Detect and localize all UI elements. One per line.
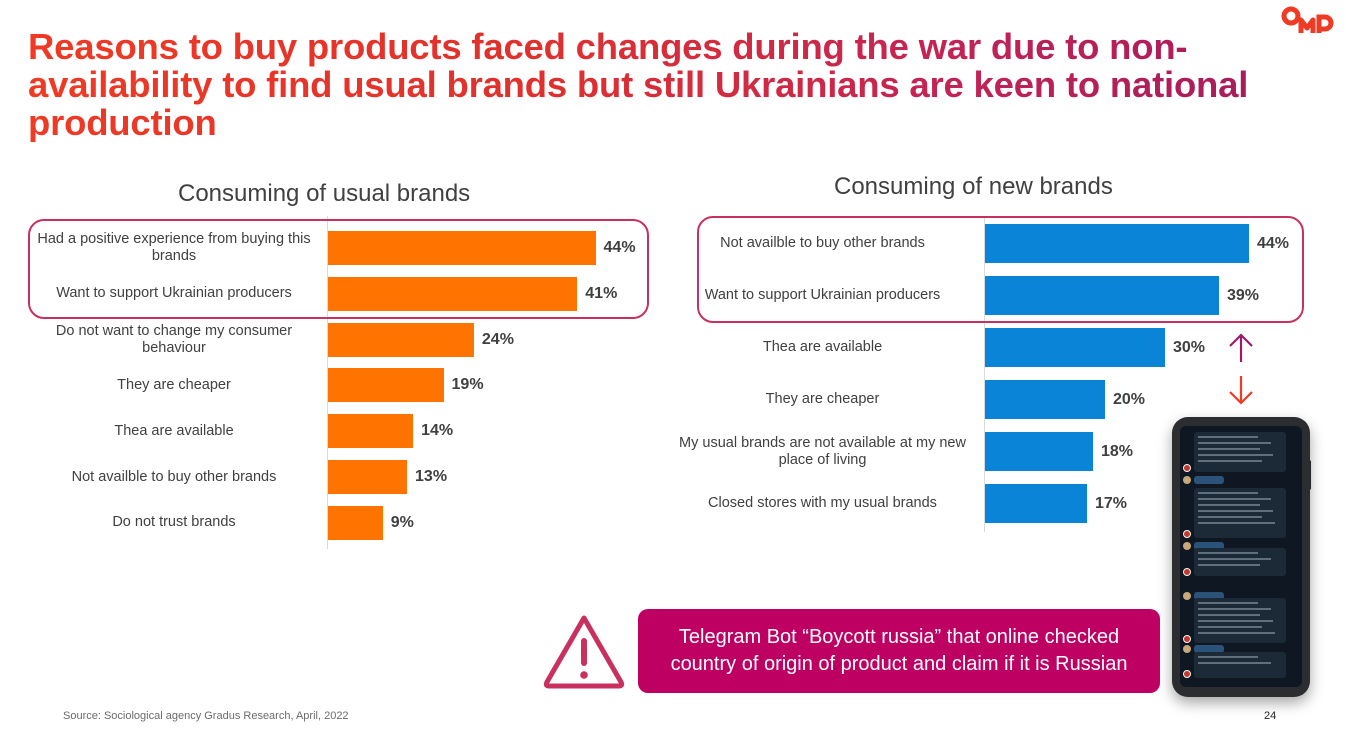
chat-text-line bbox=[1198, 516, 1262, 518]
value-label: 19% bbox=[451, 376, 484, 394]
value-label: 44% bbox=[1257, 234, 1290, 252]
chat-text-line bbox=[1198, 602, 1258, 604]
arrow-down-icon bbox=[1229, 376, 1253, 405]
chat-text-line bbox=[1198, 504, 1260, 506]
chat-avatar bbox=[1183, 464, 1191, 472]
bar bbox=[985, 276, 1219, 315]
bar bbox=[328, 231, 596, 265]
chat-text-line bbox=[1198, 492, 1258, 494]
category-label: My usual brands are not available at my … bbox=[679, 434, 966, 468]
chat-text-line bbox=[1198, 448, 1260, 450]
category-label: Had a positive experience from buying th… bbox=[37, 231, 311, 264]
value-label: 24% bbox=[481, 330, 514, 348]
value-label: 44% bbox=[603, 239, 636, 256]
chat-message bbox=[1194, 645, 1224, 653]
value-label: 9% bbox=[390, 513, 414, 531]
chat-text-line bbox=[1198, 436, 1258, 438]
bar bbox=[985, 380, 1105, 419]
chat-avatar bbox=[1183, 592, 1191, 600]
chat-text-line bbox=[1198, 498, 1271, 500]
chart-title-usual-brands: Consuming of usual brands bbox=[178, 180, 471, 207]
chat-avatar bbox=[1183, 530, 1191, 538]
chat-text-line bbox=[1198, 442, 1271, 444]
omd-logo bbox=[1281, 6, 1334, 33]
value-label: 14% bbox=[421, 422, 454, 440]
telegram-chat-screen bbox=[1180, 426, 1302, 687]
category-label: Not availble to buy other brands bbox=[720, 235, 925, 251]
bar bbox=[328, 368, 444, 403]
chat-text-line bbox=[1198, 564, 1260, 566]
chat-avatar bbox=[1183, 635, 1191, 643]
chat-text-line bbox=[1198, 662, 1271, 664]
highlight-box-usual-brands bbox=[28, 219, 649, 319]
category-label: Do not want to change my consumer behavi… bbox=[55, 322, 293, 356]
value-label: 39% bbox=[1227, 286, 1260, 304]
chat-text-line bbox=[1198, 552, 1258, 554]
usual-brands-bar-chart: Had a positive experience from buying th… bbox=[0, 216, 660, 549]
chart-title-new-brands: Consuming of new brands bbox=[834, 173, 1113, 200]
chat-text-line bbox=[1198, 558, 1271, 560]
chat-text-line bbox=[1198, 626, 1262, 628]
bar bbox=[328, 505, 383, 540]
category-label: Thea are available bbox=[114, 422, 234, 439]
chat-text-line bbox=[1198, 510, 1273, 512]
page-number: 24 bbox=[1264, 710, 1277, 722]
chat-text-line bbox=[1198, 620, 1273, 622]
chat-message bbox=[1194, 542, 1224, 550]
category-label: They are cheaper bbox=[765, 391, 880, 407]
chat-avatar bbox=[1183, 542, 1191, 550]
bar bbox=[985, 484, 1087, 523]
value-label: 41% bbox=[585, 284, 618, 302]
chat-text-line bbox=[1198, 460, 1262, 462]
highlight-box-new-brands bbox=[697, 216, 1304, 323]
value-label: 13% bbox=[415, 468, 448, 485]
chat-message bbox=[1194, 592, 1224, 600]
chat-text-line bbox=[1198, 608, 1271, 610]
warning-triangle-icon bbox=[543, 615, 625, 689]
chat-text-line bbox=[1198, 656, 1258, 658]
chat-message bbox=[1194, 476, 1224, 484]
bar bbox=[328, 322, 474, 357]
chat-message bbox=[1194, 488, 1286, 538]
chat-avatar bbox=[1183, 476, 1191, 484]
telegram-bot-callout: Telegram Bot “Boycott russia” that onlin… bbox=[638, 609, 1160, 693]
bar bbox=[328, 460, 408, 494]
category-label: Want to support Ukrainian producers bbox=[56, 285, 292, 302]
chat-text-line bbox=[1198, 614, 1260, 616]
arrow-up-icon bbox=[1229, 333, 1253, 362]
chat-avatar bbox=[1183, 670, 1191, 678]
category-label: They are cheaper bbox=[117, 376, 231, 393]
category-label: Want to support Ukrainian producers bbox=[704, 287, 941, 303]
bar bbox=[328, 276, 578, 311]
bar bbox=[985, 432, 1093, 471]
chat-text-line bbox=[1198, 632, 1275, 634]
chat-text-line bbox=[1198, 454, 1273, 456]
chat-text-line bbox=[1198, 522, 1275, 524]
category-label: Closed stores with my usual brands bbox=[708, 495, 937, 511]
chat-avatar bbox=[1183, 568, 1191, 576]
new-brands-bar-chart: Not availble to buy other brands 44% Want … bbox=[660, 216, 1320, 536]
bar bbox=[985, 224, 1249, 263]
value-label: 30% bbox=[1173, 338, 1206, 356]
value-label: 20% bbox=[1113, 390, 1146, 408]
bar bbox=[985, 328, 1165, 367]
source-note: Source: Sociological agency Gradus Resea… bbox=[63, 710, 349, 722]
category-axis bbox=[984, 216, 985, 532]
slide-title: Reasons to buy products faced changes du… bbox=[28, 28, 1318, 142]
category-label: Do not trust brands bbox=[112, 514, 236, 531]
value-label: 18% bbox=[1101, 442, 1134, 460]
phone-screenshot bbox=[1172, 417, 1310, 697]
chat-message bbox=[1194, 432, 1286, 472]
category-label: Thea are available bbox=[762, 339, 883, 355]
category-label: Not availble to buy other brands bbox=[71, 468, 277, 485]
value-label: 17% bbox=[1095, 494, 1128, 512]
chat-avatar bbox=[1183, 645, 1191, 653]
category-axis bbox=[327, 216, 328, 549]
bar bbox=[328, 414, 414, 449]
